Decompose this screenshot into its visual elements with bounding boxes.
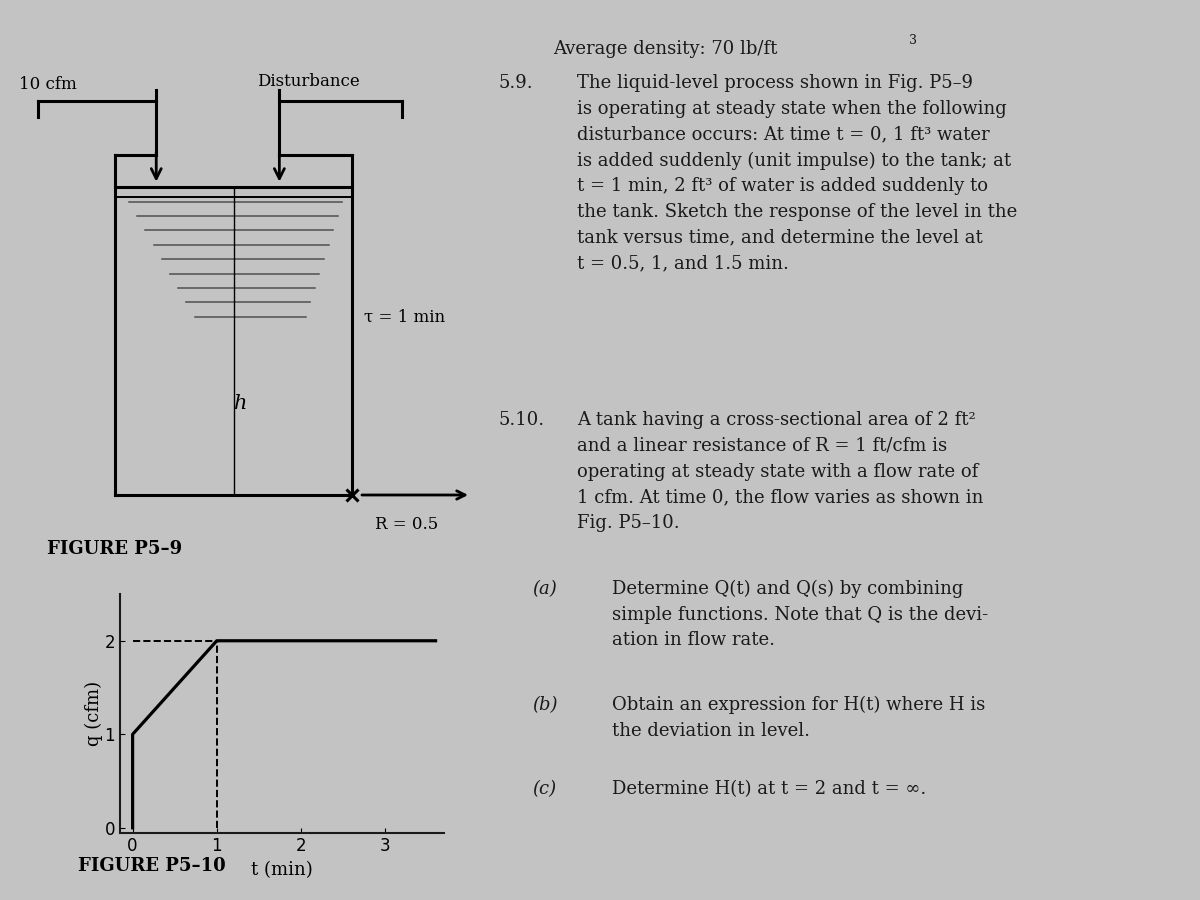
Text: Determine Q(t) and Q(s) by combining
simple functions. Note that Q is the devi-
: Determine Q(t) and Q(s) by combining sim… [612, 580, 988, 649]
Text: (c): (c) [533, 780, 557, 798]
Text: R = 0.5: R = 0.5 [376, 517, 438, 533]
Text: Average density: 70 lb/ft: Average density: 70 lb/ft [553, 40, 778, 58]
Text: 5.9.: 5.9. [498, 74, 533, 92]
Text: h: h [234, 393, 247, 413]
Text: Disturbance: Disturbance [257, 74, 359, 90]
Text: τ = 1 min: τ = 1 min [364, 309, 445, 325]
Text: A tank having a cross-sectional area of 2 ft²
and a linear resistance of R = 1 f: A tank having a cross-sectional area of … [577, 411, 984, 532]
Text: Determine H(t) at t = 2 and t = ∞.: Determine H(t) at t = 2 and t = ∞. [612, 780, 926, 798]
Text: 5.10.: 5.10. [498, 411, 544, 429]
X-axis label: t (min): t (min) [251, 861, 313, 879]
Text: FIGURE P5–9: FIGURE P5–9 [47, 540, 182, 558]
Y-axis label: q (cfm): q (cfm) [85, 680, 103, 746]
Text: 3: 3 [908, 34, 917, 48]
Text: 10 cfm: 10 cfm [19, 76, 77, 93]
Text: The liquid-level process shown in Fig. P5–9
is operating at steady state when th: The liquid-level process shown in Fig. P… [577, 74, 1018, 273]
Text: Obtain an expression for H(t) where H is
the deviation in level.: Obtain an expression for H(t) where H is… [612, 697, 985, 740]
Text: (b): (b) [533, 697, 558, 715]
Text: FIGURE P5–10: FIGURE P5–10 [78, 857, 226, 875]
Text: (a): (a) [533, 580, 557, 598]
